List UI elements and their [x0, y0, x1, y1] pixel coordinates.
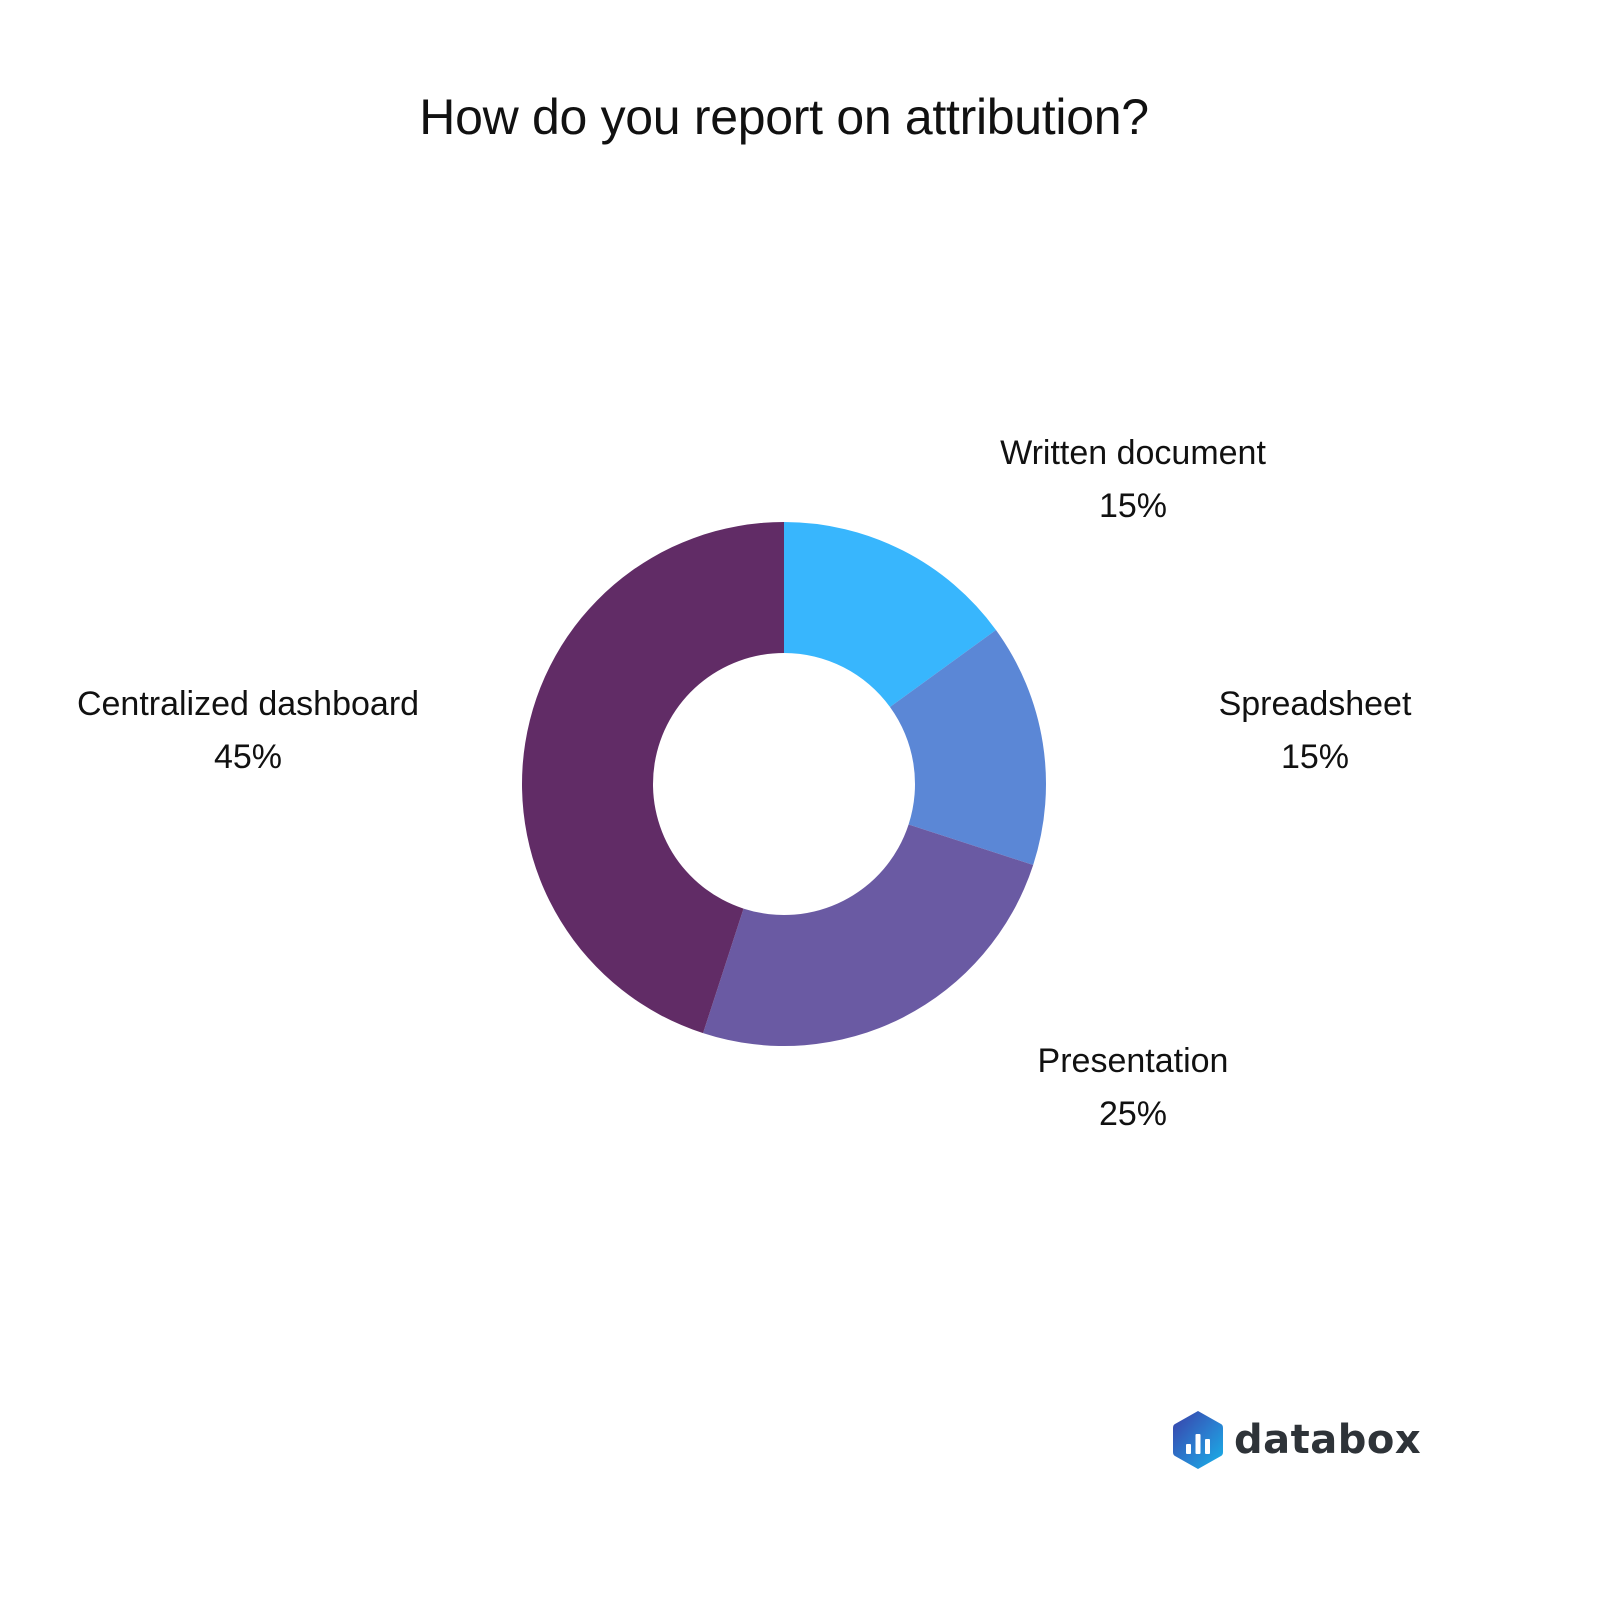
label-value: 45% — [213, 738, 283, 776]
databox-wordmark: databox — [1234, 1417, 1422, 1463]
label-name: Presentation — [1037, 1042, 1229, 1080]
donut-segment-written-document — [784, 522, 996, 708]
databox-logo: databox — [1172, 1408, 1421, 1472]
label-name: Written document — [1000, 434, 1266, 472]
label-name: Centralized dashboard — [76, 685, 420, 723]
chart-title: How do you report on attribution? — [419, 89, 1149, 145]
label-value: 25% — [1098, 1095, 1168, 1133]
label-presentation: Presentation 25% — [1038, 1035, 1229, 1141]
label-name: Spreadsheet — [1218, 685, 1412, 723]
label-written-document: Written document 15% — [1000, 427, 1266, 533]
label-value: 15% — [1280, 738, 1350, 776]
label-value: 15% — [1098, 487, 1168, 525]
donut-segment-spreadsheet — [889, 630, 1046, 865]
donut-segment-presentation — [703, 824, 1034, 1046]
label-centralized-dashboard: Centralized dashboard 45% — [77, 678, 419, 784]
databox-hexagon-bar-icon — [1173, 1411, 1223, 1469]
label-spreadsheet: Spreadsheet 15% — [1219, 678, 1412, 784]
donut-segment-centralized-dashboard — [522, 522, 784, 1034]
